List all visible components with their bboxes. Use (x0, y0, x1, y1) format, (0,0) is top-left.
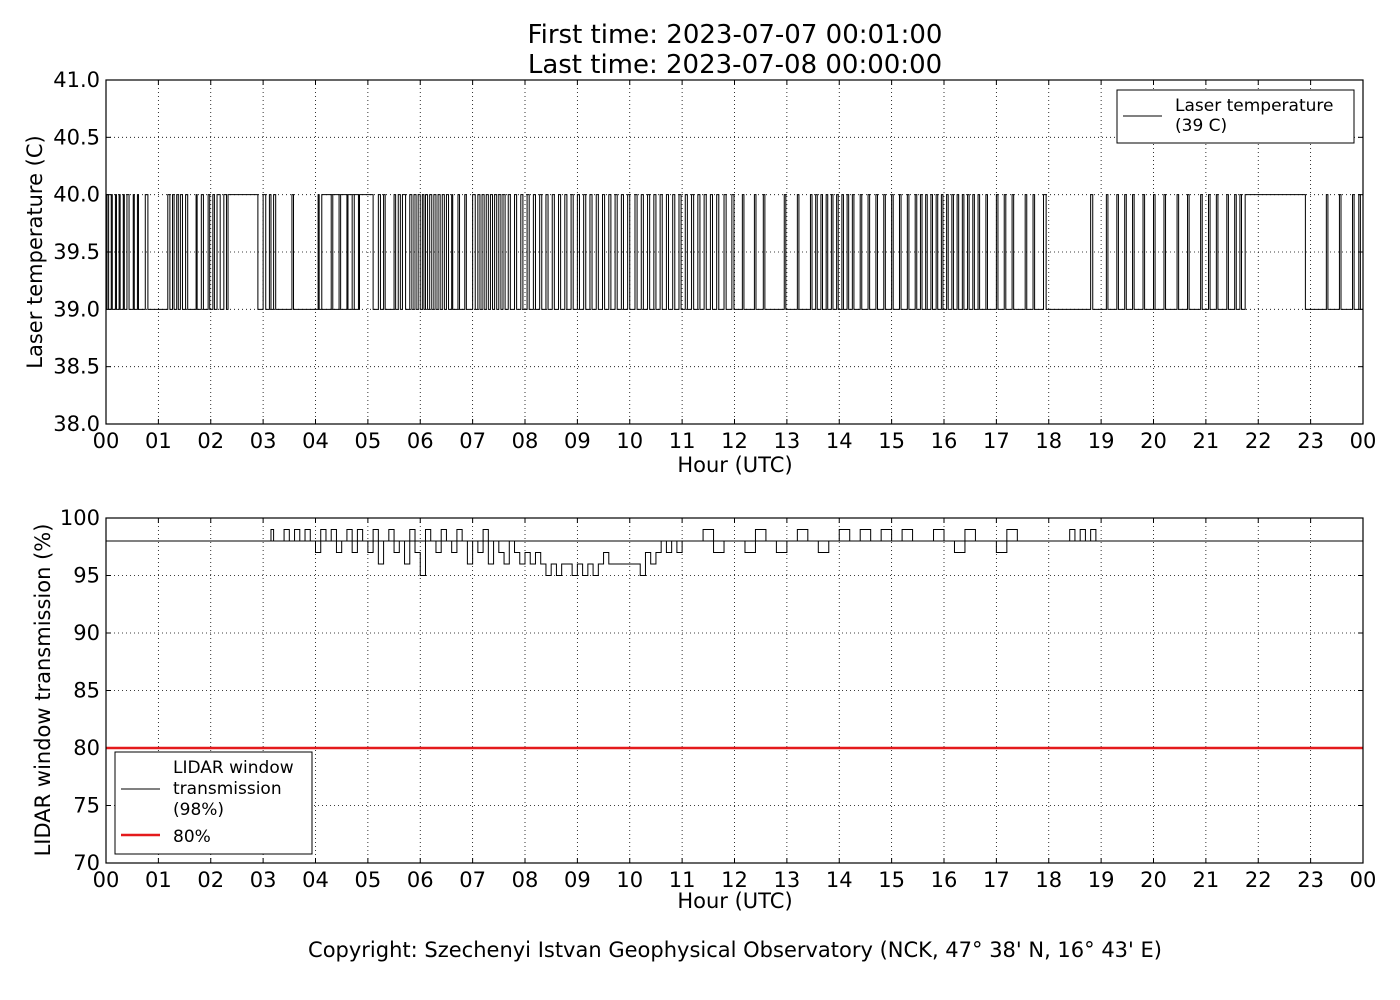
x-tick-label: 10 (616, 868, 643, 892)
x-tick-label: 21 (1193, 868, 1220, 892)
x-tick-label: 07 (459, 429, 486, 453)
x-tick-label: 20 (1140, 429, 1167, 453)
x-tick-label: 08 (512, 868, 539, 892)
x-tick-label: 09 (564, 868, 591, 892)
y-tick-label: 39.0 (53, 297, 100, 321)
x-axis-label: Hour (UTC) (677, 889, 792, 913)
x-tick-label: 05 (355, 429, 382, 453)
x-tick-label: 22 (1245, 868, 1272, 892)
legend-label-line1: Laser temperature (1175, 96, 1333, 116)
x-tick-label: 19 (1088, 868, 1115, 892)
y-tick-label: 85 (73, 679, 100, 703)
y-tick-label: 95 (73, 564, 100, 588)
x-tick-label: 01 (145, 868, 172, 892)
x-tick-label: 00 (93, 868, 120, 892)
x-tick-label: 15 (878, 429, 905, 453)
y-tick-label: 40.5 (53, 125, 100, 149)
legend-label-line3: (98%) (173, 800, 224, 820)
y-tick-label: 70 (73, 851, 100, 875)
legend: LIDAR window transmission (98%) 80% (114, 751, 313, 855)
x-tick-label: 20 (1140, 868, 1167, 892)
x-tick-labels: 00 01 02 03 04 05 06 07 08 09 10 11 12 13 14 15 16 17 18 19… (93, 429, 1377, 453)
x-tick-label: 04 (302, 868, 329, 892)
x-axis-label: Hour (UTC) (677, 453, 792, 477)
x-tick-label: 22 (1245, 429, 1272, 453)
laser-temperature-series (106, 194, 1363, 310)
x-tick-label: 12 (721, 868, 748, 892)
y-tick-label: 41.0 (53, 68, 100, 92)
x-tick-label: 11 (669, 429, 696, 453)
x-tick-label: 06 (407, 429, 434, 453)
y-tick-labels: 38.0 38.5 39.0 39.5 40.0 40.5 41.0 (53, 68, 100, 436)
x-tick-label: 12 (721, 429, 748, 453)
x-tick-label: 03 (250, 429, 277, 453)
y-tick-label: 90 (73, 621, 100, 645)
x-tick-label: 03 (250, 868, 277, 892)
x-tick-label: 00 (1350, 429, 1377, 453)
x-tick-label: 13 (774, 868, 801, 892)
x-tick-label: 05 (355, 868, 382, 892)
lidar-transmission-panel: 00 01 02 03 04 05 06 07 08 09 10 11 12 13 14 15 16 17 18 19… (31, 506, 1376, 913)
x-tick-label: 13 (774, 429, 801, 453)
x-tick-label: 17 (983, 429, 1010, 453)
legend-label-threshold: 80% (173, 827, 211, 847)
x-tick-label: 02 (197, 868, 224, 892)
y-tick-label: 38.5 (53, 355, 100, 379)
legend-label-line2: (39 C) (1175, 116, 1227, 136)
plot-frame (105, 517, 1364, 864)
y-tick-label: 75 (73, 794, 100, 818)
x-tick-label: 14 (826, 429, 853, 453)
x-tick-label: 23 (1297, 429, 1324, 453)
y-axis-label: Laser temperature (C) (23, 135, 47, 368)
x-tick-label: 01 (145, 429, 172, 453)
x-tick-label: 09 (564, 429, 591, 453)
laser-temperature-line (106, 194, 1363, 310)
x-tick-label: 18 (1035, 868, 1062, 892)
x-tick-label: 18 (1035, 429, 1062, 453)
x-tick-label: 21 (1193, 429, 1220, 453)
title-line1: First time: 2023-07-07 00:01:00 (528, 20, 943, 50)
y-tick-labels: 70 75 80 85 90 95 100 (60, 506, 100, 875)
copyright: Copyright: Szechenyi Istvan Geophysical … (308, 938, 1162, 962)
x-tick-label: 15 (878, 868, 905, 892)
x-tick-label: 08 (512, 429, 539, 453)
x-tick-label: 00 (93, 429, 120, 453)
y-tick-label: 39.5 (53, 240, 100, 264)
laser-temperature-panel: 00 01 02 03 04 05 06 07 08 09 10 11 12 13 14 15 16 17 18 19… (23, 68, 1376, 477)
title-line2: Last time: 2023-07-08 00:00:00 (528, 50, 942, 80)
x-tick-labels: 00 01 02 03 04 05 06 07 08 09 10 11 12 13 14 15 16 17 18 19… (93, 868, 1377, 892)
y-tick-label: 100 (60, 506, 100, 530)
legend-label-line2: transmission (173, 779, 282, 799)
x-tick-label: 23 (1297, 868, 1324, 892)
x-tick-label: 17 (983, 868, 1010, 892)
x-tick-label: 02 (197, 429, 224, 453)
x-tick-label: 16 (931, 868, 958, 892)
x-tick-label: 16 (931, 429, 958, 453)
plot-frame (105, 79, 1364, 425)
legend-box (114, 751, 313, 855)
x-tick-label: 19 (1088, 429, 1115, 453)
x-tick-label: 06 (407, 868, 434, 892)
lidar-transmission-series (106, 529, 1363, 576)
y-tick-label: 80 (73, 736, 100, 760)
legend-label-line1: LIDAR window (173, 758, 294, 778)
x-tick-label: 11 (669, 868, 696, 892)
x-tick-label: 14 (826, 868, 853, 892)
x-tick-label: 07 (459, 868, 486, 892)
y-axis-label: LIDAR window transmission (%) (31, 524, 55, 857)
legend: Laser temperature (39 C) (1116, 89, 1355, 144)
x-tick-label: 10 (616, 429, 643, 453)
y-tick-label: 40.0 (53, 183, 100, 207)
lidar-transmission-line (106, 529, 1363, 576)
x-tick-label: 04 (302, 429, 329, 453)
y-tick-label: 38.0 (53, 412, 100, 436)
x-tick-label: 00 (1350, 868, 1377, 892)
